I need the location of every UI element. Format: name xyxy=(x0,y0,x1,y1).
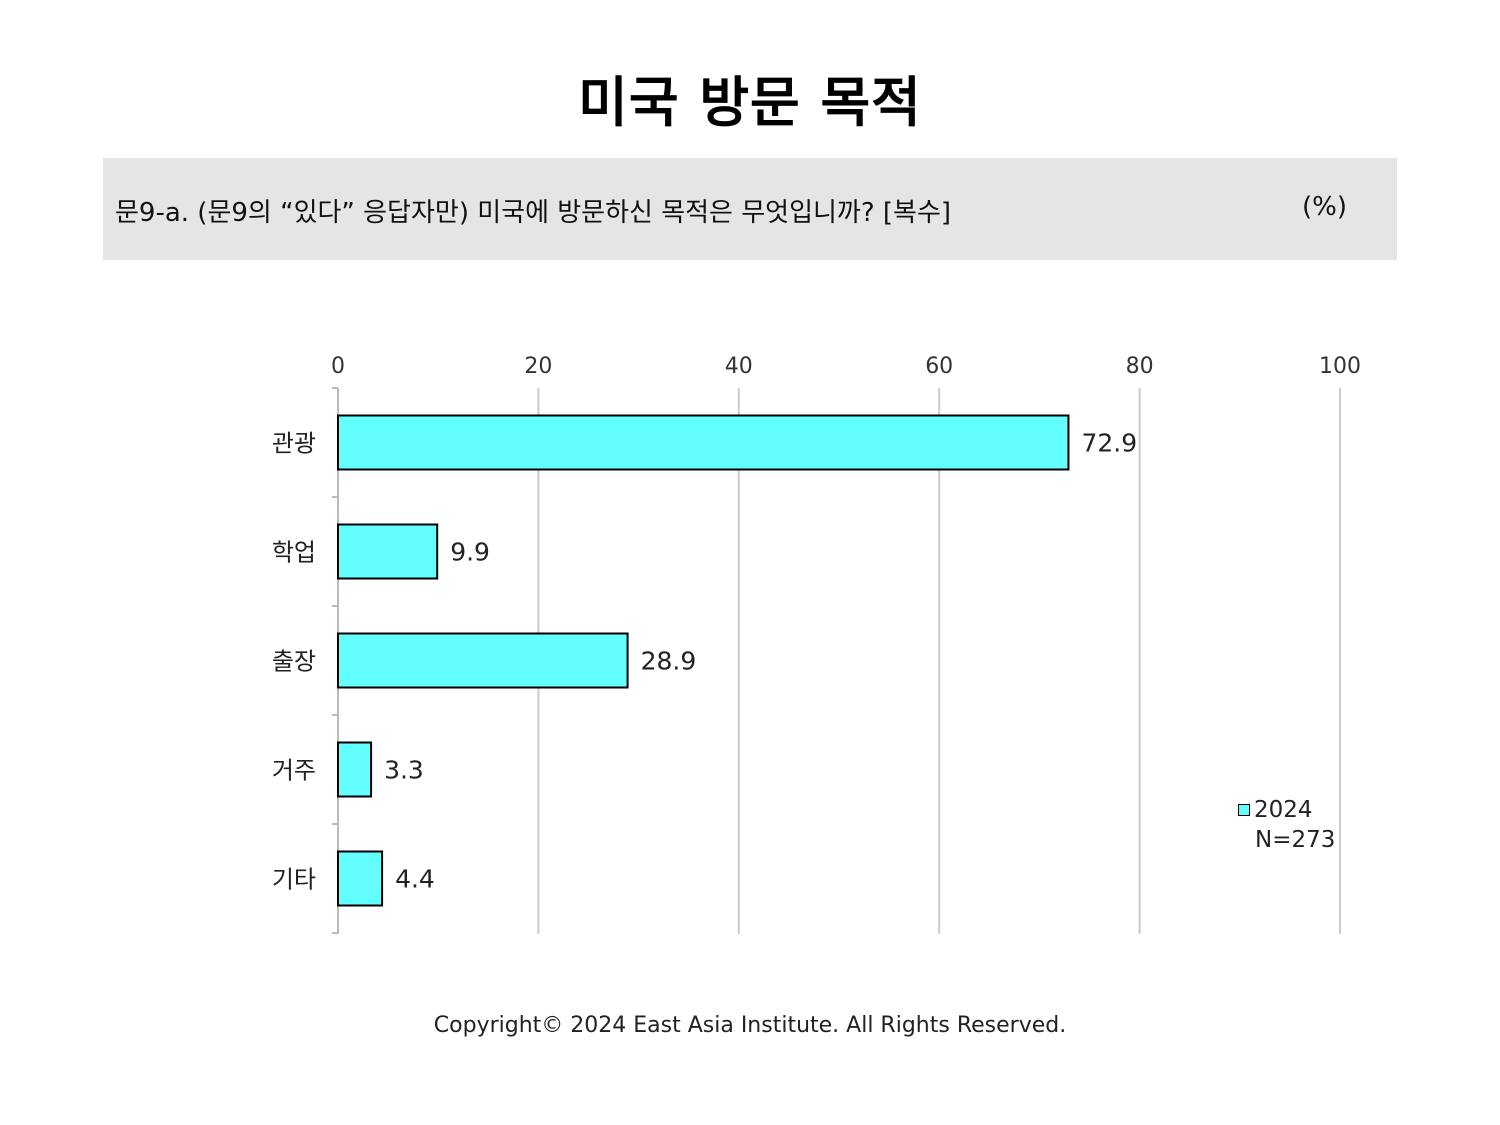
bar xyxy=(337,850,384,907)
data-label: 3.3 xyxy=(384,756,424,785)
bar xyxy=(337,741,373,798)
x-tick-label: 20 xyxy=(524,354,552,379)
category-label: 학업 xyxy=(272,539,316,567)
page-title: 미국 방문 목적 xyxy=(578,71,922,134)
category-label: 거주 xyxy=(272,757,316,785)
x-tick-label: 80 xyxy=(1126,354,1154,379)
legend-sample-size: N=273 xyxy=(1255,827,1336,853)
category-label: 관광 xyxy=(272,430,316,458)
bar xyxy=(337,414,1070,471)
category-label: 기타 xyxy=(272,866,316,894)
unit-label: (%) xyxy=(1302,192,1347,222)
data-label: 72.9 xyxy=(1081,429,1137,458)
bar xyxy=(337,523,439,580)
x-tick-label: 0 xyxy=(331,354,345,379)
data-label: 28.9 xyxy=(641,647,697,676)
data-label: 9.9 xyxy=(450,538,490,567)
legend-series-label: 2024 xyxy=(1254,797,1313,823)
x-tick-label: 40 xyxy=(725,354,753,379)
question-box: 문9-a. (문9의 “있다” 응답자만) 미국에 방문하신 목적은 무엇입니까… xyxy=(103,158,1397,260)
x-tick-label: 100 xyxy=(1319,354,1361,379)
question-text: 문9-a. (문9의 “있다” 응답자만) 미국에 방문하신 목적은 무엇입니까… xyxy=(115,198,952,228)
legend: 2024 N=273 xyxy=(1238,795,1335,855)
legend-swatch xyxy=(1238,804,1250,816)
x-tick-label: 60 xyxy=(925,354,953,379)
category-label: 출장 xyxy=(272,648,316,676)
bar xyxy=(337,632,629,689)
legend-item: 2024 xyxy=(1238,795,1335,825)
copyright: Copyright© 2024 East Asia Institute. All… xyxy=(433,1013,1067,1038)
data-label: 4.4 xyxy=(395,865,435,894)
